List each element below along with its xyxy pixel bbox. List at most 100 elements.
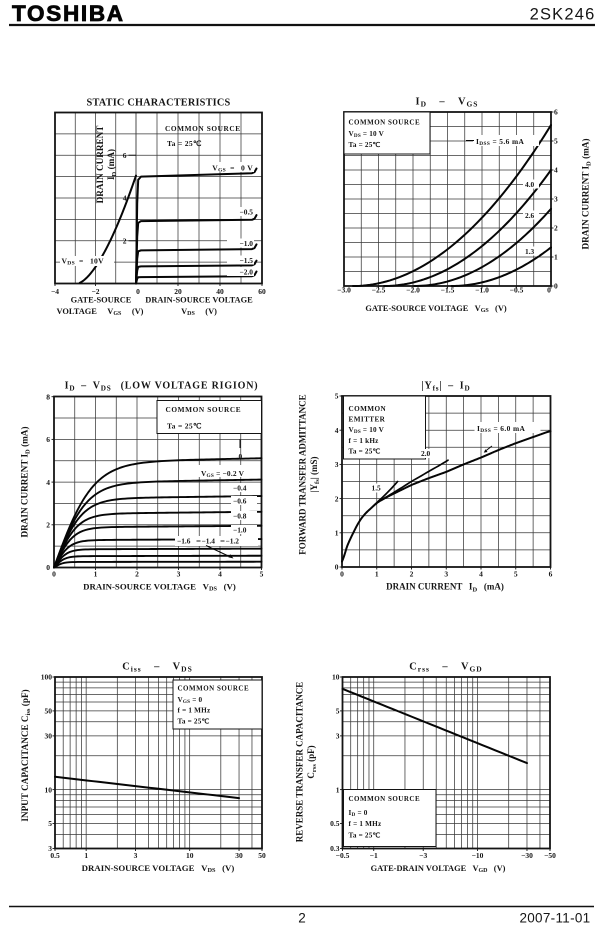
svg-text:20: 20: [174, 287, 182, 296]
svg-text:DRAIN-SOURCE VOLTAGE VDS (V): DRAIN-SOURCE VOLTAGE VDS (V): [82, 863, 235, 874]
svg-text:−4: −4: [51, 287, 59, 296]
svg-text:−0.6: −0.6: [233, 497, 247, 506]
svg-text:0: 0: [52, 570, 56, 579]
svg-text:100: 100: [41, 673, 53, 682]
svg-text:6: 6: [549, 570, 553, 579]
svg-text:COMMON: COMMON: [349, 405, 387, 413]
svg-text:−1.6: −1.6: [177, 537, 191, 546]
svg-text:4: 4: [46, 478, 50, 487]
svg-text:−1.0: −1.0: [233, 526, 247, 535]
svg-text:40: 40: [216, 287, 224, 296]
svg-text:−1.0: −1.0: [240, 239, 254, 248]
svg-text:1: 1: [336, 785, 340, 794]
svg-text:2: 2: [298, 911, 306, 926]
svg-text:30: 30: [45, 732, 53, 741]
svg-text:0: 0: [554, 282, 558, 291]
svg-text:DRAIN-SOURCE VOLTAGE: DRAIN-SOURCE VOLTAGE: [145, 296, 253, 305]
svg-text:30: 30: [235, 851, 243, 860]
svg-text:COMMON SOURCE: COMMON SOURCE: [349, 119, 421, 127]
svg-text:IDSS = 6.0 mA: IDSS = 6.0 mA: [477, 424, 526, 434]
svg-text:1.3: 1.3: [525, 247, 535, 256]
svg-text:VDS (V): VDS (V): [181, 307, 217, 317]
svg-text:1.5: 1.5: [372, 484, 382, 493]
svg-text:−0.5: −0.5: [510, 286, 524, 295]
svg-text:6: 6: [46, 435, 50, 444]
svg-text:|Yfs| (mS): |Yfs| (mS): [309, 457, 321, 493]
svg-text:DRAIN-SOURCE VOLTAGE VDS (V): DRAIN-SOURCE VOLTAGE VDS (V): [83, 582, 236, 593]
svg-text:2: 2: [410, 570, 414, 579]
svg-text:REVERSE TRANSFER CAPACITANCE: REVERSE TRANSFER CAPACITANCE: [295, 682, 305, 843]
svg-text:−0.8: −0.8: [233, 512, 247, 521]
svg-text:COMMON SOURCE: COMMON SOURCE: [349, 795, 421, 803]
svg-text:TOSHIBA: TOSHIBA: [12, 1, 125, 26]
svg-text:4: 4: [554, 166, 558, 175]
svg-text:GATE-SOURCE VOLTAGE VGS (V): GATE-SOURCE VOLTAGE VGS (V): [365, 304, 507, 314]
svg-text:−0.5: −0.5: [240, 208, 254, 217]
svg-text:−30: −30: [521, 851, 533, 860]
svg-text:ID – VDS (LOW VOLTAGE RIGION): ID – VDS (LOW VOLTAGE RIGION): [65, 381, 259, 393]
svg-text:−2: −2: [91, 287, 99, 296]
svg-text:ID – VGS: ID – VGS: [416, 97, 479, 109]
svg-text:DRAIN CURRENT ID (mA): DRAIN CURRENT ID (mA): [20, 426, 32, 537]
svg-text:Ta = 25℃: Ta = 25℃: [167, 422, 202, 431]
svg-text:Ta = 25℃: Ta = 25℃: [349, 141, 381, 149]
svg-text:DRAIN CURRENT ID (mA): DRAIN CURRENT ID (mA): [386, 582, 504, 594]
svg-text:COMMON SOURCE: COMMON SOURCE: [178, 685, 250, 693]
svg-text:1: 1: [94, 570, 98, 579]
svg-text:0: 0: [335, 563, 339, 572]
svg-text:VDS = 10 V: VDS = 10 V: [349, 130, 385, 139]
svg-text:4.0: 4.0: [525, 180, 535, 189]
svg-text:Ta = 25℃: Ta = 25℃: [167, 139, 202, 148]
svg-text:|Yfs| – ID: |Yfs| – ID: [422, 381, 471, 393]
svg-text:−3.0: −3.0: [337, 286, 351, 295]
svg-text:2007-11-01: 2007-11-01: [519, 911, 590, 926]
svg-text:3: 3: [335, 460, 339, 469]
svg-text:3: 3: [336, 732, 340, 741]
svg-text:3: 3: [444, 570, 448, 579]
svg-text:2: 2: [46, 521, 50, 530]
svg-text:VDS = 10V: VDS = 10V: [62, 257, 105, 267]
svg-text:Ciss – VDS: Ciss – VDS: [122, 662, 193, 674]
svg-text:f = 1 kHz: f = 1 kHz: [349, 437, 380, 445]
svg-text:−3: −3: [419, 851, 427, 860]
svg-text:50: 50: [258, 851, 266, 860]
svg-text:4: 4: [335, 426, 339, 435]
svg-text:50: 50: [45, 707, 53, 716]
svg-text:3: 3: [554, 195, 558, 204]
svg-text:3: 3: [48, 844, 52, 853]
svg-text:8: 8: [46, 392, 50, 401]
svg-text:VDS = 10 V: VDS = 10 V: [349, 426, 385, 435]
svg-text:10: 10: [332, 673, 340, 682]
svg-text:−2.0: −2.0: [406, 286, 420, 295]
svg-text:Crss (pF): Crss (pF): [306, 745, 318, 778]
svg-text:DRAIN CURRENT: DRAIN CURRENT: [95, 126, 105, 204]
svg-text:3: 3: [177, 570, 181, 579]
svg-text:GATE-SOURCE: GATE-SOURCE: [71, 296, 132, 305]
svg-text:f = 1 MHz: f = 1 MHz: [349, 820, 382, 828]
svg-text:IDSS = 5.6 mA: IDSS = 5.6 mA: [476, 137, 525, 147]
svg-text:COMMON SOURCE: COMMON SOURCE: [166, 405, 242, 414]
svg-text:ID (mA): ID (mA): [106, 149, 118, 180]
svg-text:2: 2: [335, 494, 339, 503]
svg-text:6: 6: [123, 151, 127, 160]
svg-text:ID = 0: ID = 0: [349, 809, 368, 818]
svg-text:5: 5: [335, 392, 339, 401]
svg-text:Ta = 25℃: Ta = 25℃: [349, 832, 381, 840]
svg-text:VGS = −0.2 V: VGS = −0.2 V: [201, 469, 245, 479]
svg-text:−50: −50: [544, 851, 556, 860]
svg-text:STATIC CHARACTERISTICS: STATIC CHARACTERISTICS: [87, 98, 231, 109]
svg-text:2: 2: [554, 224, 558, 233]
svg-text:1: 1: [335, 529, 339, 538]
svg-text:0.5: 0.5: [50, 851, 60, 860]
svg-text:0.3: 0.3: [330, 844, 340, 853]
svg-text:1: 1: [554, 253, 558, 262]
svg-text:INPUT CAPACITANCE Ciss (pF: INPUT CAPACITANCE Ciss (pF): [20, 689, 32, 821]
svg-text:−1.2: −1.2: [226, 537, 240, 546]
svg-text:VGS = 0: VGS = 0: [178, 696, 203, 705]
svg-text:2SK246: 2SK246: [530, 6, 596, 24]
svg-text:GATE-DRAIN VOLTAGE VGD (V): GATE-DRAIN VOLTAGE VGD (V): [371, 864, 506, 874]
svg-text:f = 1 MHz: f = 1 MHz: [178, 707, 211, 715]
svg-text:EMITTER: EMITTER: [349, 416, 386, 424]
svg-text:COMMON SOURCE: COMMON SOURCE: [165, 124, 241, 133]
svg-text:Crss – VGD: Crss – VGD: [409, 662, 482, 674]
